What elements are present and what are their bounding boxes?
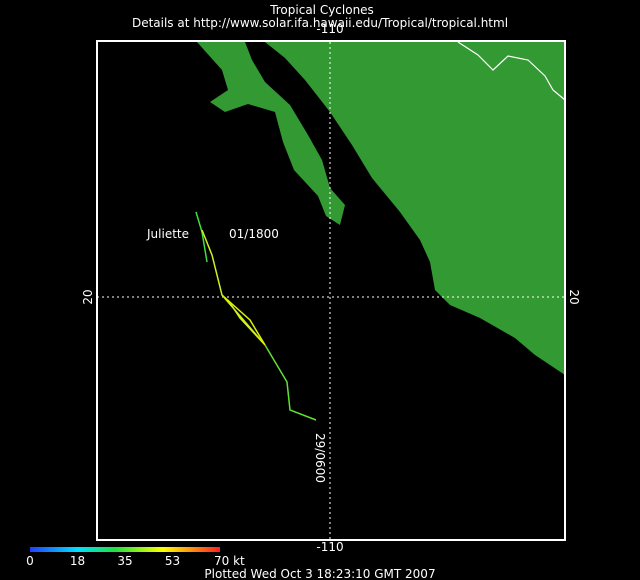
details-link: Details at http://www.solar.ifa.hawaii.e… (132, 16, 508, 30)
lon-label: -110 (316, 22, 343, 36)
color-scale-label: 70 kt (214, 554, 245, 568)
color-scale-labels: 0 18 35 53 70 kt (26, 554, 245, 568)
color-scale-label: 53 (165, 554, 180, 568)
track-segment (221, 294, 266, 346)
color-scale (30, 547, 220, 552)
storm-track (195, 211, 317, 421)
land (197, 41, 566, 375)
storm-name: Juliette (146, 227, 189, 241)
mainland (265, 42, 565, 375)
color-scale-label: 0 (26, 554, 34, 568)
track-segment (264, 344, 317, 421)
track-segment (201, 229, 266, 346)
color-scale-label: 35 (117, 554, 132, 568)
storm-end-time: 29/0600 (313, 433, 327, 483)
title: Tropical Cyclones (269, 3, 374, 17)
lat-label: 20 (567, 289, 581, 304)
lon-label: -110 (316, 540, 343, 554)
footer: Plotted Wed Oct 3 18:23:10 GMT 2007 (204, 567, 435, 580)
border (457, 41, 566, 101)
color-scale-label: 18 (70, 554, 85, 568)
storm-start-time: 01/1800 (229, 227, 279, 241)
lat-label: 20 (81, 289, 95, 304)
map-frame (96, 40, 566, 541)
baja-peninsula (197, 42, 345, 225)
